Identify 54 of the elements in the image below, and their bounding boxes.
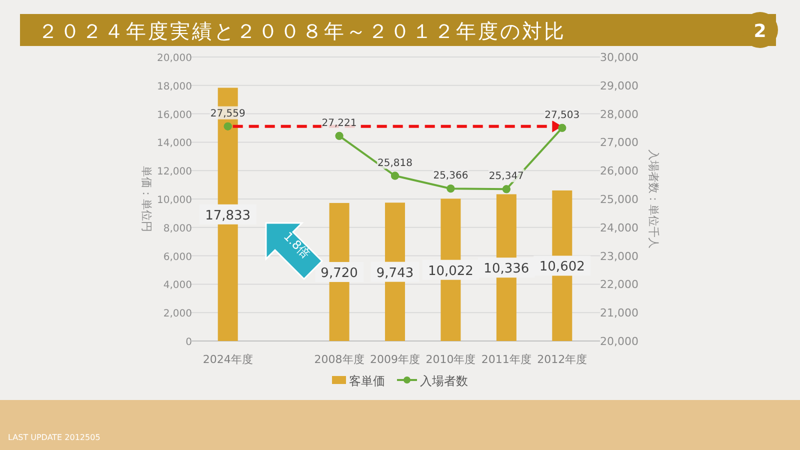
y2-tick-label: 26,000 xyxy=(600,164,638,178)
text: 2 xyxy=(754,21,766,42)
data-label: 25,818 xyxy=(378,158,412,169)
point xyxy=(391,172,399,180)
y2-tick-label: 28,000 xyxy=(600,108,638,121)
y-tick-label: 20,000 xyxy=(157,53,192,64)
x-tick-label: 2008年度 xyxy=(314,353,364,366)
y2-tick-label: 25,000 xyxy=(600,193,638,206)
point xyxy=(224,122,232,130)
annotation: 1.8倍 xyxy=(280,229,313,262)
y-axis-title: 単価：単位円 xyxy=(140,166,153,232)
y-tick-label: 10,000 xyxy=(157,195,192,206)
x-tick-label: 2010年度 xyxy=(426,353,476,366)
point xyxy=(502,185,510,194)
data-label: 27,503 xyxy=(544,110,580,121)
point xyxy=(335,132,344,140)
data-label: 10,336 xyxy=(484,262,530,277)
y-tick-label: 6,000 xyxy=(163,252,192,263)
x-tick-label: 2011年度 xyxy=(481,353,532,366)
y2-tick-label: 22,000 xyxy=(600,278,638,292)
data-label: 10,602 xyxy=(539,260,585,275)
x-tick-label: 2012年度 xyxy=(537,353,588,366)
y-tick-label: 8,000 xyxy=(163,223,192,234)
point xyxy=(446,184,455,193)
data-label: 10,022 xyxy=(428,264,474,279)
y2-axis-title: 入場者数：単位千人 xyxy=(647,150,660,248)
y2-tick-label: 20,000 xyxy=(600,335,638,348)
text: LAST UPDATE 2012505 xyxy=(8,433,100,442)
legend-label: 客単価 xyxy=(349,374,385,388)
legend-label: 入場者数 xyxy=(420,374,468,388)
y-tick-label: 16,000 xyxy=(157,110,192,121)
y2-tick-label: 24,000 xyxy=(600,221,638,234)
y-tick-label: 4,000 xyxy=(163,280,192,292)
y-tick-label: 2,000 xyxy=(163,308,192,320)
data-label: 25,366 xyxy=(433,170,468,182)
data-label: 17,833 xyxy=(205,208,251,224)
y-tick-label: 14,000 xyxy=(157,138,192,150)
data-label: 25,347 xyxy=(488,171,524,182)
y2-tick-label: 23,000 xyxy=(600,250,638,263)
y-tick-label: 0 xyxy=(186,337,192,348)
y2-tick-label: 21,000 xyxy=(600,306,638,320)
data-label: 27,559 xyxy=(210,108,246,120)
y-tick-label: 18,000 xyxy=(157,81,192,92)
y-tick-label: 12,000 xyxy=(157,166,192,178)
x-tick-label: 2024年度 xyxy=(202,353,253,366)
y2-tick-label: 27,000 xyxy=(600,136,638,150)
data-label: 9,720 xyxy=(320,266,358,281)
data-label: 9,743 xyxy=(376,266,414,281)
y2-tick-label: 29,000 xyxy=(600,79,638,92)
chart-title: ２０２４年度実績と２００８年～２０１２年度の対比 xyxy=(38,19,566,43)
point xyxy=(558,124,566,132)
x-tick-label: 2009年度 xyxy=(370,353,420,366)
data-label: 27,221 xyxy=(322,118,357,129)
y2-tick-label: 30,000 xyxy=(600,51,638,64)
